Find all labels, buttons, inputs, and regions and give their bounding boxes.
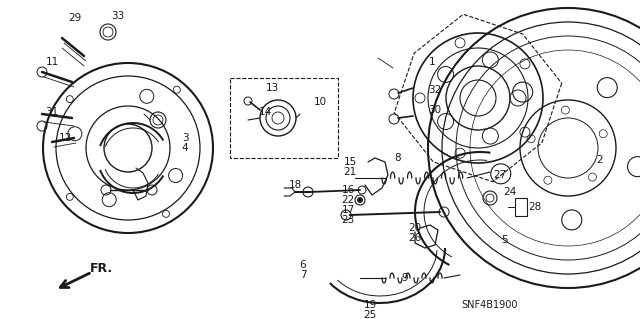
Text: 8: 8 xyxy=(395,153,401,163)
Text: 19: 19 xyxy=(364,300,376,310)
Text: 32: 32 xyxy=(428,85,442,95)
Text: 4: 4 xyxy=(182,143,188,153)
Text: 17: 17 xyxy=(341,205,355,215)
Text: 7: 7 xyxy=(300,270,307,280)
Bar xyxy=(230,78,338,158)
Text: FR.: FR. xyxy=(90,262,113,275)
Text: 22: 22 xyxy=(341,195,355,205)
Text: 18: 18 xyxy=(289,180,301,190)
Text: 20: 20 xyxy=(408,223,422,233)
Text: 30: 30 xyxy=(428,105,442,115)
Text: 16: 16 xyxy=(341,185,355,195)
Text: 5: 5 xyxy=(502,235,508,245)
Bar xyxy=(515,198,527,216)
Text: 14: 14 xyxy=(259,107,271,117)
Text: 28: 28 xyxy=(529,202,541,212)
Text: 3: 3 xyxy=(182,133,188,143)
Text: 12: 12 xyxy=(58,133,72,143)
Text: 9: 9 xyxy=(402,273,408,283)
Text: 23: 23 xyxy=(341,215,355,225)
Text: SNF4B1900: SNF4B1900 xyxy=(461,300,518,310)
Text: 27: 27 xyxy=(493,170,507,180)
Text: 24: 24 xyxy=(504,187,516,197)
Text: 10: 10 xyxy=(314,97,326,107)
Text: 2: 2 xyxy=(596,155,604,165)
Text: 6: 6 xyxy=(300,260,307,270)
Text: 29: 29 xyxy=(68,13,82,23)
Text: 33: 33 xyxy=(111,11,125,21)
Text: 25: 25 xyxy=(364,310,376,319)
Text: 11: 11 xyxy=(45,57,59,67)
Circle shape xyxy=(358,197,362,203)
Text: 1: 1 xyxy=(429,57,435,67)
Text: 26: 26 xyxy=(408,233,422,243)
Text: 13: 13 xyxy=(266,83,278,93)
Text: 15: 15 xyxy=(344,157,356,167)
Text: 31: 31 xyxy=(45,107,59,117)
Text: 21: 21 xyxy=(344,167,356,177)
